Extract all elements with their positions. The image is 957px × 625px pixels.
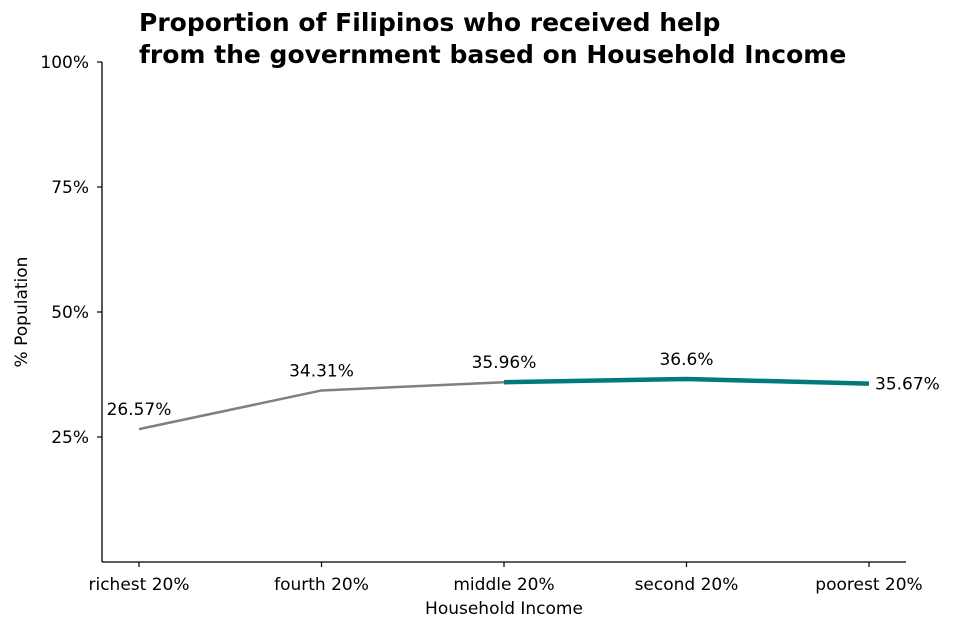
- chart-title-line-2: from the government based on Household I…: [139, 40, 846, 69]
- data-label: 36.6%: [659, 350, 713, 370]
- data-label: 26.57%: [107, 400, 172, 420]
- data-label: 35.96%: [472, 353, 537, 373]
- data-label: 34.31%: [289, 361, 354, 381]
- data-labels: 26.57% 34.31% 35.96% 36.6% 35.67%: [107, 350, 940, 420]
- y-axis-label: % Population: [12, 257, 32, 368]
- x-tick-label: richest 20%: [88, 575, 189, 595]
- series-line-highlight: [503, 376, 870, 386]
- x-tick-label: fourth 20%: [274, 575, 369, 595]
- y-ticks: 25% 50% 75% 100%: [40, 53, 102, 448]
- y-tick-label: 50%: [51, 303, 89, 323]
- series-line-base: [138, 380, 505, 431]
- x-tick-label: second 20%: [635, 575, 739, 595]
- x-tick-label: poorest 20%: [815, 575, 922, 595]
- y-tick-label: 100%: [40, 53, 89, 73]
- chart-title-line-1: Proportion of Filipinos who received hel…: [139, 8, 720, 37]
- x-ticks: richest 20% fourth 20% middle 20% second 20…: [88, 562, 923, 595]
- y-tick-label: 75%: [51, 178, 89, 198]
- y-tick-label: 25%: [51, 428, 89, 448]
- series-lines: [138, 376, 870, 431]
- x-tick-label: middle 20%: [453, 575, 554, 595]
- x-axis-label: Household Income: [425, 599, 583, 619]
- data-label: 35.67%: [875, 375, 940, 395]
